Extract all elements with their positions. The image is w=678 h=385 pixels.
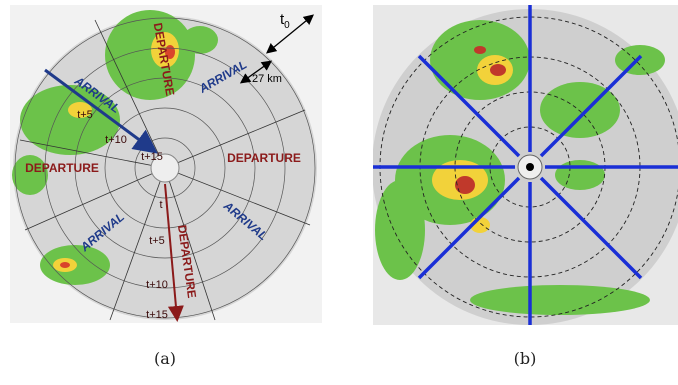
label: DEPARTURE [227, 151, 301, 165]
time-label: t [159, 199, 162, 211]
caption: (b) [514, 349, 537, 368]
figure: DEPARTURE ARRIVAL ARRIVAL DEPARTURE DEPA… [0, 0, 678, 385]
t0-subscript: 0 [284, 20, 290, 31]
time-label: t+15 [141, 151, 163, 163]
panel-b-image [372, 5, 678, 325]
caption: (a) [154, 349, 176, 368]
time-label: t+5 [149, 235, 165, 247]
time-label: t+10 [105, 134, 127, 146]
distance-label: 27 km [252, 73, 282, 85]
label: DEPARTURE [25, 161, 99, 175]
time-label: t+15 [146, 309, 168, 321]
time-label: t+10 [146, 279, 168, 291]
time-label: t+5 [77, 109, 93, 121]
